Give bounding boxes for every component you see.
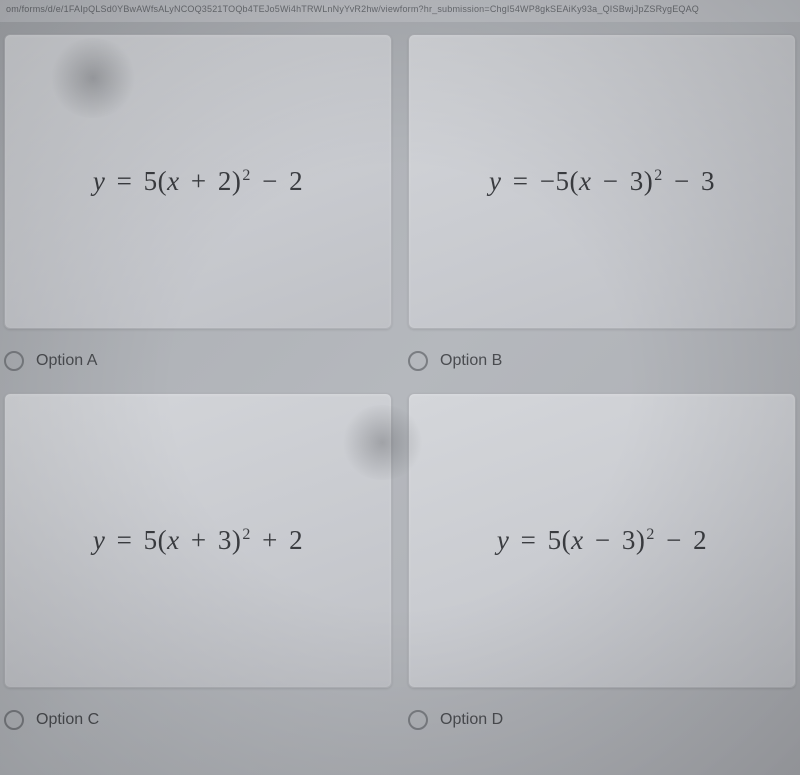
option-card-a: y = 5(x + 2)2 − 2 xyxy=(4,34,392,329)
equation-d: y = 5(x − 3)2 − 2 xyxy=(497,525,707,556)
equation-a: y = 5(x + 2)2 − 2 xyxy=(93,166,303,197)
equation-c: y = 5(x + 3)2 + 2 xyxy=(93,525,303,556)
option-card-b: y = −5(x − 3)2 − 3 xyxy=(408,34,796,329)
radio-icon xyxy=(408,710,428,730)
quiz-options-grid: y = 5(x + 2)2 − 2 y = −5(x − 3)2 − 3 Opt… xyxy=(0,22,800,752)
radio-icon xyxy=(4,351,24,371)
option-d-label: Option D xyxy=(440,711,503,729)
option-a-label: Option A xyxy=(36,352,97,370)
radio-icon xyxy=(408,351,428,371)
option-card-c: y = 5(x + 3)2 + 2 xyxy=(4,393,392,688)
option-d-selector[interactable]: Option D xyxy=(408,688,796,752)
option-c-selector[interactable]: Option C xyxy=(4,688,392,752)
option-b-selector[interactable]: Option B xyxy=(408,329,796,393)
radio-icon xyxy=(4,710,24,730)
equation-b: y = −5(x − 3)2 − 3 xyxy=(489,166,715,197)
option-c-label: Option C xyxy=(36,711,99,729)
option-b-label: Option B xyxy=(440,352,502,370)
option-card-d: y = 5(x − 3)2 − 2 xyxy=(408,393,796,688)
option-a-selector[interactable]: Option A xyxy=(4,329,392,393)
url-bar: om/forms/d/e/1FAIpQLSd0YBwAWfsALyNCOQ352… xyxy=(0,0,800,22)
